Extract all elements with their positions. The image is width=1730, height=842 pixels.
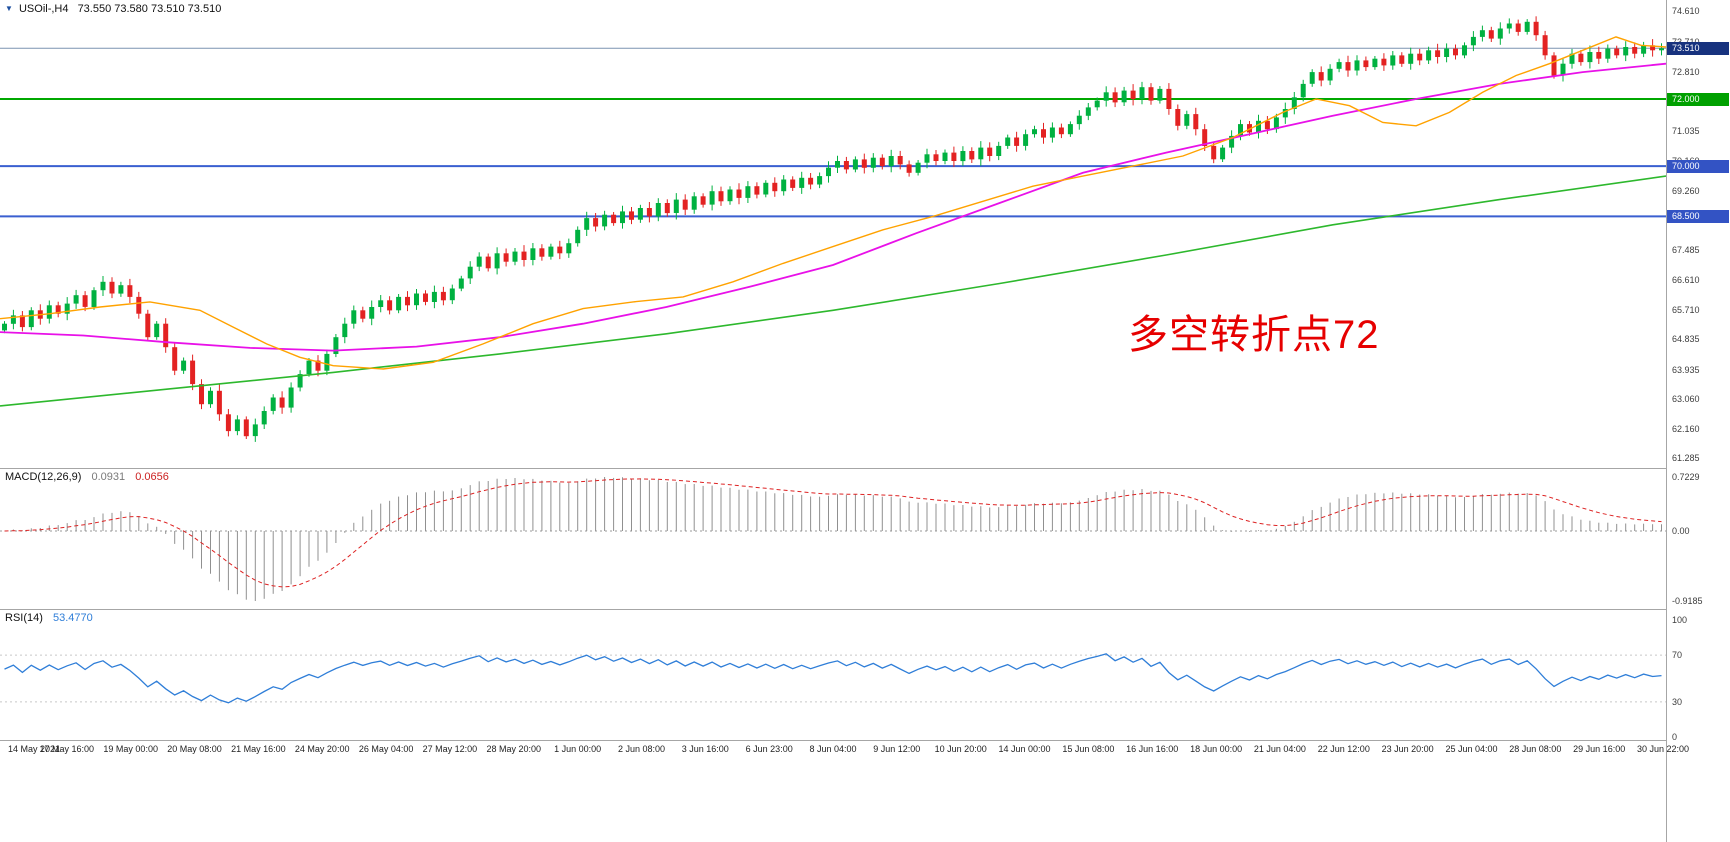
time-axis-label: 14 May 2021 — [7, 744, 61, 754]
macd-axis-label: -0.9185 — [1672, 596, 1703, 606]
time-axis-label: 6 Jun 23:00 — [745, 744, 793, 754]
annotation-text: 多空转折点72 — [1128, 313, 1380, 357]
time-axis-label: 2 Jun 08:00 — [617, 744, 666, 754]
macd-panel-canvas[interactable] — [0, 469, 1666, 609]
price-axis-label: 62.160 — [1672, 424, 1700, 435]
time-axis-label: 23 Jun 20:00 — [1381, 744, 1434, 754]
time-axis-label: 28 Jun 08:00 — [1509, 744, 1562, 754]
price-axis-label: 64.835 — [1672, 334, 1700, 345]
rsi-line — [4, 653, 1662, 704]
time-axis-label: 17 May 16:00 — [39, 744, 95, 754]
price-axis-label: 72.810 — [1672, 66, 1700, 77]
rsi-axis-label: 70 — [1672, 650, 1683, 661]
price-axis[interactable]: 74.61073.71072.81071.03570.16069.26067.4… — [1666, 0, 1730, 842]
ma-slow-line — [0, 175, 1666, 407]
time-axis-label: 16 Jun 16:00 — [1126, 744, 1179, 754]
macd-indicator-label: MACD(12,26,9) 0.0931 0.0656 — [5, 471, 169, 483]
ma-fast-line — [0, 36, 1666, 370]
rsi-axis-label: 100 — [1672, 615, 1688, 625]
time-axis-label: 19 May 00:00 — [103, 744, 158, 754]
rsi-name: RSI(14) — [5, 612, 43, 624]
macd-main-value: 0.0931 — [91, 471, 126, 483]
price-axis-label: 71.035 — [1672, 126, 1700, 137]
price-axis-label: 73.710 — [1672, 37, 1700, 47]
horizontal-lines — [0, 47, 1666, 218]
price-axis-label: 66.610 — [1672, 274, 1700, 285]
time-axis-label: 30 Jun 22:00 — [1636, 744, 1690, 754]
price-line-label: 73.510 — [1667, 41, 1729, 55]
symbol-marker-icon: ▼ — [5, 4, 13, 13]
time-axis-label: 9 Jun 12:00 — [873, 744, 921, 754]
time-axis-label: 29 Jun 16:00 — [1573, 744, 1626, 754]
symbol-period-label: USOil-,H4 — [18, 3, 69, 15]
time-axis-label: 14 Jun 00:00 — [998, 744, 1051, 754]
price-axis-label: 63.060 — [1672, 393, 1700, 404]
price-line-label: 72.000 — [1667, 92, 1729, 106]
panel-separator[interactable] — [0, 609, 1730, 610]
rsi-indicator-label: RSI(14) 53.4770 — [5, 612, 93, 624]
price-line-label: 68.500 — [1667, 209, 1729, 223]
time-axis-label: 3 Jun 16:00 — [681, 744, 729, 754]
macd-signal-line — [4, 478, 1662, 588]
price-axis-label: 74.610 — [1672, 6, 1700, 17]
time-axis-label: 28 May 20:00 — [486, 744, 542, 754]
time-axis-label: 18 Jun 00:00 — [1190, 744, 1243, 754]
price-axis-label: 65.710 — [1672, 305, 1700, 315]
time-axis-label: 26 May 04:00 — [358, 744, 414, 754]
time-axis-label: 21 May 16:00 — [231, 744, 286, 754]
time-axis[interactable]: 14 May 2021 17 May 16:00 19 May 00:00 20 Ma… — [0, 744, 1730, 760]
time-axis-label: 22 Jun 12:00 — [1317, 744, 1370, 754]
time-axis-separator[interactable] — [0, 740, 1730, 741]
macd-axis-label: 0.00 — [1672, 526, 1690, 536]
time-axis-label: 25 Jun 04:00 — [1445, 744, 1498, 754]
time-axis-label: 1 Jun 00:00 — [554, 744, 602, 754]
macd-histogram — [12, 477, 1662, 601]
price-axis-label: 67.485 — [1672, 245, 1700, 256]
price-axis-label: 63.935 — [1672, 364, 1700, 375]
rsi-panel-canvas[interactable] — [0, 610, 1666, 740]
price-axis-label: 61.285 — [1672, 453, 1700, 464]
candles-group — [2, 16, 1664, 442]
ma-mid-line — [0, 62, 1666, 352]
price-axis-label: 69.260 — [1672, 185, 1700, 196]
time-axis-label: 15 Jun 08:00 — [1062, 744, 1115, 754]
time-axis-label: 8 Jun 04:00 — [809, 744, 857, 754]
time-axis-label: 10 Jun 20:00 — [934, 744, 987, 754]
time-axis-label: 21 Jun 04:00 — [1253, 744, 1306, 754]
price-chart-canvas[interactable] — [0, 0, 1666, 468]
macd-name: MACD(12,26,9) — [5, 471, 82, 483]
price-line-label: 70.000 — [1667, 159, 1729, 173]
rsi-axis-label: 30 — [1672, 696, 1683, 707]
macd-axis-label: 0.7229 — [1672, 472, 1700, 482]
time-axis-label: 24 May 20:00 — [294, 744, 350, 754]
panel-separator[interactable] — [0, 468, 1730, 469]
chart-title: ▼ USOil-,H4 73.550 73.580 73.510 73.510 — [5, 3, 221, 15]
time-axis-label: 27 May 12:00 — [422, 744, 478, 754]
rsi-value: 53.4770 — [52, 612, 93, 624]
ohlc-quotes: 73.550 73.580 73.510 73.510 — [77, 3, 222, 15]
macd-signal-value: 0.0656 — [135, 471, 169, 483]
time-axis-label: 20 May 08:00 — [167, 744, 222, 754]
rsi-axis-label: 0 — [1672, 732, 1678, 742]
